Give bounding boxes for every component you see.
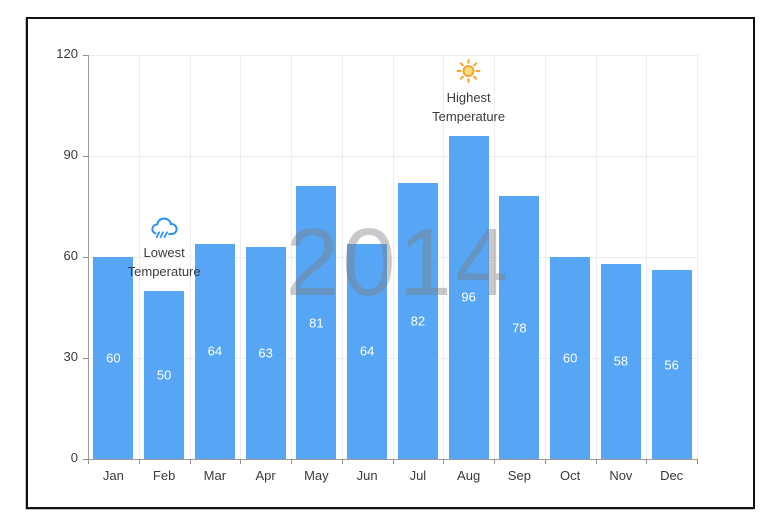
gridline-vertical xyxy=(240,55,242,459)
y-axis-tick xyxy=(83,156,88,157)
gridline-vertical xyxy=(443,55,445,459)
bar-apr[interactable]: 63 xyxy=(245,246,286,459)
x-axis-tick xyxy=(595,459,597,464)
gridline-vertical xyxy=(697,55,698,459)
x-axis-tick xyxy=(392,459,394,464)
bar-may[interactable]: 81 xyxy=(296,186,337,459)
bar-value-label: 82 xyxy=(410,313,426,329)
gridline-vertical xyxy=(189,55,191,459)
gridline-vertical xyxy=(494,55,495,459)
x-axis-tick xyxy=(240,459,242,464)
x-axis-tick xyxy=(494,459,495,464)
bar-oct[interactable]: 60 xyxy=(550,257,591,459)
sun-icon xyxy=(456,58,481,83)
annotation-line-1: Lowest xyxy=(143,244,185,260)
x-axis-label-nov: Nov xyxy=(609,468,633,483)
x-axis-label-may: May xyxy=(304,468,329,483)
y-axis-tick xyxy=(83,257,88,258)
x-axis-label-jan: Jan xyxy=(102,468,124,483)
x-axis-label-feb: Feb xyxy=(152,468,176,483)
bar-value-label: 60 xyxy=(106,350,121,366)
x-axis-tick xyxy=(189,459,191,464)
bar-value-label: 78 xyxy=(512,320,527,336)
x-axis-tick xyxy=(443,459,445,464)
bar-jan[interactable]: 60 xyxy=(93,257,134,459)
y-axis-label: 120 xyxy=(56,46,78,61)
bar-value-label: 63 xyxy=(258,345,273,361)
chart-frame: 0 30 60 90 120 60 Jan 50 Feb 64 Mar 63 Apr 81 May 64 Jun… xyxy=(26,17,755,509)
bar-feb[interactable]: 50 xyxy=(144,290,185,459)
y-axis-line xyxy=(88,55,89,460)
y-axis-tick xyxy=(83,55,88,56)
annotation-line-2: Temperature xyxy=(127,263,201,279)
annotation-line-2: Temperature xyxy=(432,108,506,124)
y-axis-label: 60 xyxy=(63,248,78,263)
x-axis-label-oct: Oct xyxy=(560,468,581,483)
bar-value-label: 58 xyxy=(613,353,629,369)
y-axis-label: 30 xyxy=(63,349,78,364)
x-axis-label-aug: Aug xyxy=(457,468,481,483)
gridline-vertical xyxy=(291,55,292,459)
bar-value-label: 64 xyxy=(359,343,375,359)
bar-jul[interactable]: 82 xyxy=(397,182,438,459)
x-axis-tick xyxy=(544,459,546,464)
x-axis-tick xyxy=(646,459,648,464)
gridline-vertical xyxy=(392,55,394,459)
x-axis-label-dec: Dec xyxy=(660,468,684,483)
x-axis-tick xyxy=(291,459,292,464)
bar-sep[interactable]: 78 xyxy=(499,196,540,459)
x-axis-line xyxy=(88,459,697,460)
x-axis-label-mar: Mar xyxy=(203,468,227,483)
bar-dec[interactable]: 56 xyxy=(651,270,692,459)
annotation-line-1: Highest xyxy=(446,89,491,105)
gridline-vertical xyxy=(595,55,597,459)
x-axis-tick xyxy=(341,459,343,464)
x-axis-label-jun: Jun xyxy=(356,468,378,483)
x-axis-tick xyxy=(88,459,89,464)
bar-value-label: 50 xyxy=(156,367,172,383)
y-axis-tick xyxy=(83,358,88,359)
x-axis-tick xyxy=(697,459,698,464)
y-axis-label: 0 xyxy=(70,450,78,465)
bar-value-label: 60 xyxy=(562,350,578,366)
gridline-vertical xyxy=(341,55,343,459)
rain-cloud-icon xyxy=(151,217,178,239)
bar-jun[interactable]: 64 xyxy=(347,243,388,459)
bar-value-label: 64 xyxy=(207,343,223,359)
bar-mar[interactable]: 64 xyxy=(194,243,235,459)
bar-aug[interactable]: 96 xyxy=(448,135,489,459)
x-axis-label-apr: Apr xyxy=(255,468,276,483)
annotation-lowest-temperature: Lowest Temperature xyxy=(128,213,201,281)
x-axis-label-jul: Jul xyxy=(409,468,427,483)
y-axis-label: 90 xyxy=(63,147,78,162)
gridline-vertical xyxy=(138,55,140,459)
x-axis-label-sep: Sep xyxy=(507,468,531,483)
bar-nov[interactable]: 58 xyxy=(600,263,641,459)
y-axis-tick xyxy=(83,459,88,460)
bar-value-label: 96 xyxy=(461,289,476,305)
plot-layer: 0 30 60 90 120 60 Jan 50 Feb 64 Mar 63 Apr 81 May 64 Jun… xyxy=(28,19,753,507)
bar-value-label: 81 xyxy=(309,315,324,331)
bar-value-label: 56 xyxy=(664,357,679,373)
gridline-vertical xyxy=(646,55,648,459)
x-axis-tick xyxy=(138,459,140,464)
annotation-highest-temperature: Highest Temperature xyxy=(432,57,505,126)
gridline-vertical xyxy=(544,55,546,459)
